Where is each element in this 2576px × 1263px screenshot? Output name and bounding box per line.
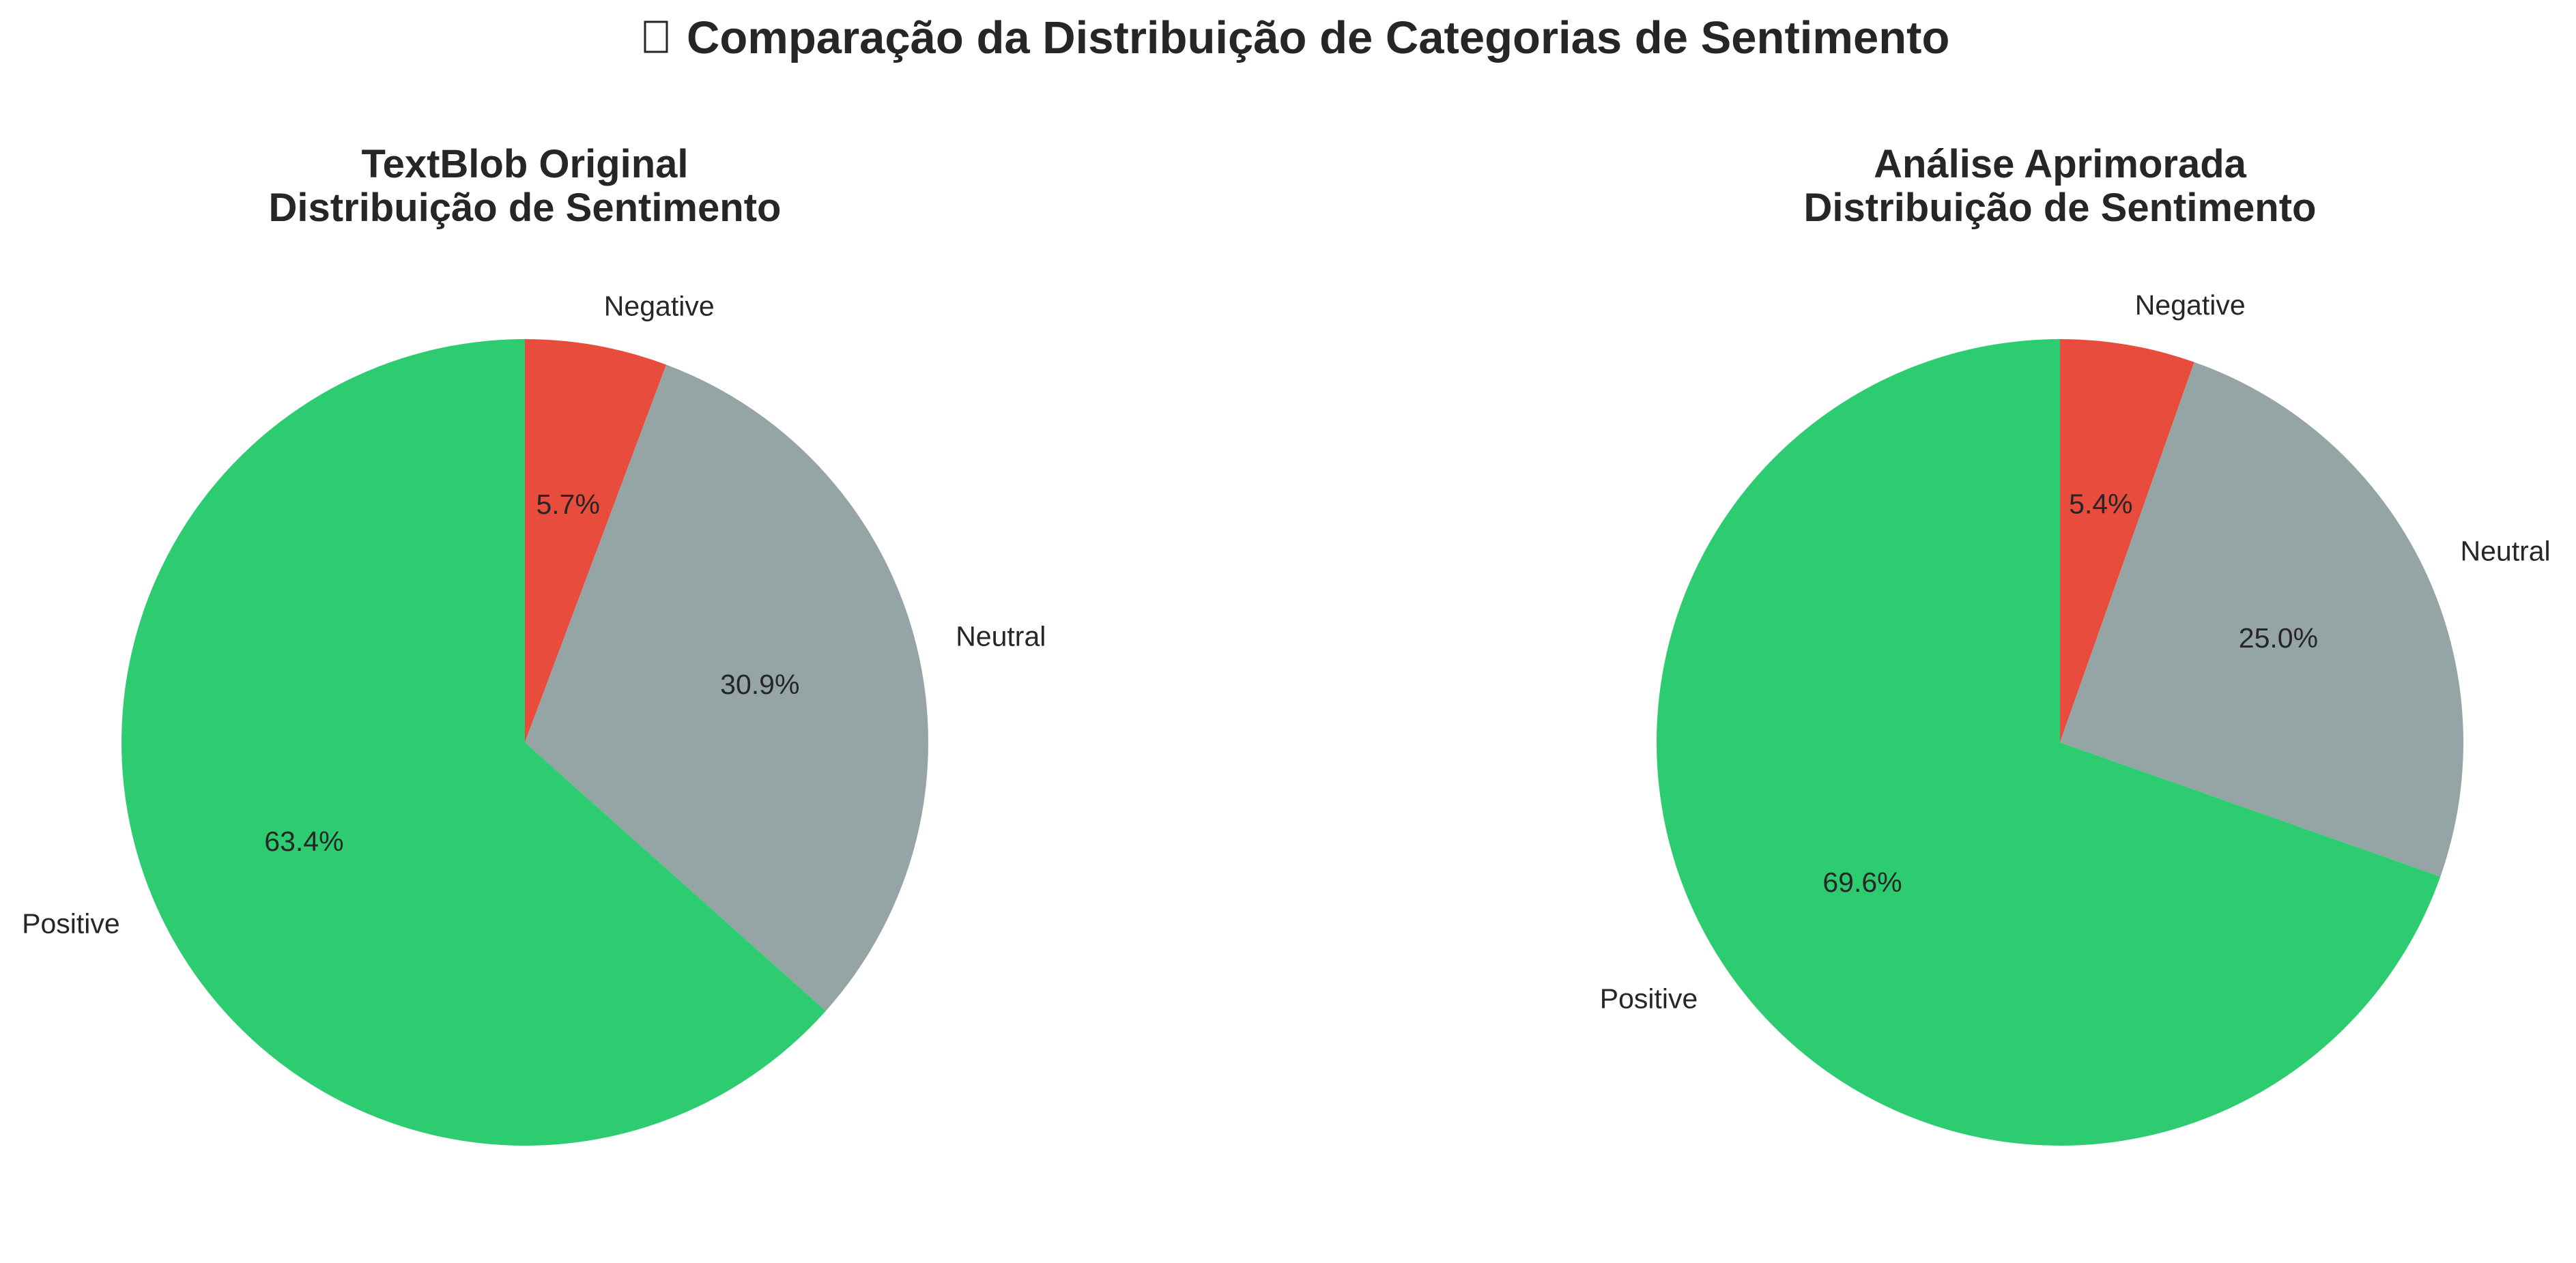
pie-slice-positive xyxy=(1657,339,2441,1146)
pct-label-negative: 5.4% xyxy=(2069,489,2132,520)
chart-title-line-1: TextBlob Original xyxy=(361,142,688,186)
pct-label-positive: 69.6% xyxy=(1822,867,1902,898)
missing-glyph-icon xyxy=(644,20,668,53)
pct-label-neutral: 25.0% xyxy=(2239,622,2318,654)
pie-slice-positive xyxy=(121,339,826,1146)
pct-label-positive: 63.4% xyxy=(264,826,343,857)
pie-slice-neutral xyxy=(525,364,928,1011)
slice-label-neutral: Neutral xyxy=(956,620,1046,652)
pct-label-negative: 5.7% xyxy=(536,489,599,520)
slice-label-neutral: Neutral xyxy=(2461,536,2551,567)
slice-label-positive: Positive xyxy=(22,908,120,940)
slice-label-positive: Positive xyxy=(1600,983,1698,1015)
slice-label-negative: Negative xyxy=(2135,289,2246,321)
pct-label-neutral: 30.9% xyxy=(720,669,799,700)
chart-title-line-1: Análise Aprimorada xyxy=(1874,142,2247,186)
chart-title-line-2: Distribuição de Sentimento xyxy=(269,186,782,230)
suptitle-text: Comparação da Distribuição de Categorias… xyxy=(687,12,1949,63)
pie-slice-negative xyxy=(525,339,667,742)
slice-label-negative: Negative xyxy=(604,290,715,321)
chart-title-line-2: Distribuição de Sentimento xyxy=(1804,186,2317,230)
pie-slice-neutral xyxy=(2060,362,2464,877)
suptitle: Comparação da Distribuição de Categorias… xyxy=(644,12,1949,63)
pie-slice-negative xyxy=(2060,339,2194,742)
